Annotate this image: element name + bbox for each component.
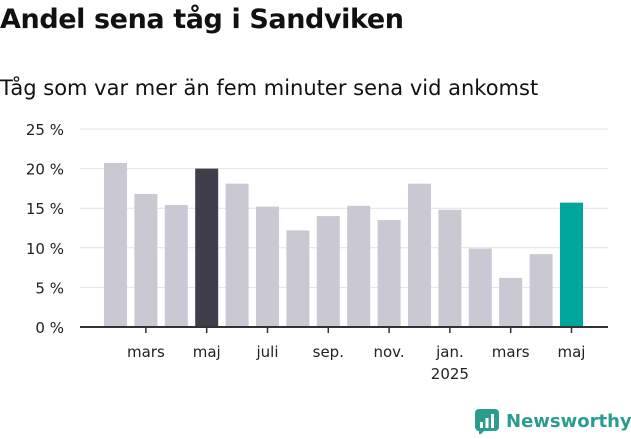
bar	[225, 183, 249, 327]
bar	[438, 209, 462, 327]
x-tick-label: 2025	[431, 365, 469, 383]
bar	[408, 183, 431, 327]
bar	[377, 220, 401, 327]
chart-title: Andel sena tåg i Sandviken	[0, 4, 404, 35]
bar	[104, 163, 127, 327]
bar	[468, 248, 492, 327]
bar	[560, 202, 583, 327]
bar	[195, 168, 219, 327]
bar	[499, 277, 523, 327]
bar-chart: 0 % 5 % 10 % 15 % 20 % 25 % mars maj juli sep. nov…	[26, 121, 608, 383]
x-tick-label: nov.	[374, 343, 405, 361]
x-tick-label: jan.	[435, 343, 464, 361]
y-tick-label: 20 %	[26, 161, 64, 179]
bar	[256, 206, 279, 327]
bar	[529, 254, 553, 327]
x-tick-label: sep.	[313, 343, 344, 361]
bar	[164, 205, 188, 327]
y-tick-label: 10 %	[26, 240, 64, 258]
x-tick-label: juli	[255, 343, 278, 361]
brand-logo: Newsworthy	[474, 408, 631, 434]
y-tick-label: 25 %	[26, 121, 64, 139]
newsworthy-logo-icon	[475, 409, 499, 434]
brand-name: Newsworthy	[506, 410, 631, 432]
chart-subtitle: Tåg som var mer än fem minuter sena vid …	[0, 76, 539, 100]
x-tick-label: mars	[127, 343, 165, 361]
y-tick-label: 0 %	[35, 319, 64, 337]
x-tick-label: maj	[193, 343, 221, 361]
y-tick-label: 5 %	[35, 279, 64, 297]
x-tick-label: maj	[558, 343, 586, 361]
y-tick-label: 15 %	[26, 200, 64, 218]
bar	[134, 193, 158, 327]
bar	[316, 216, 340, 327]
x-tick-label: mars	[492, 343, 530, 361]
bar	[286, 230, 310, 327]
bar	[347, 205, 371, 327]
